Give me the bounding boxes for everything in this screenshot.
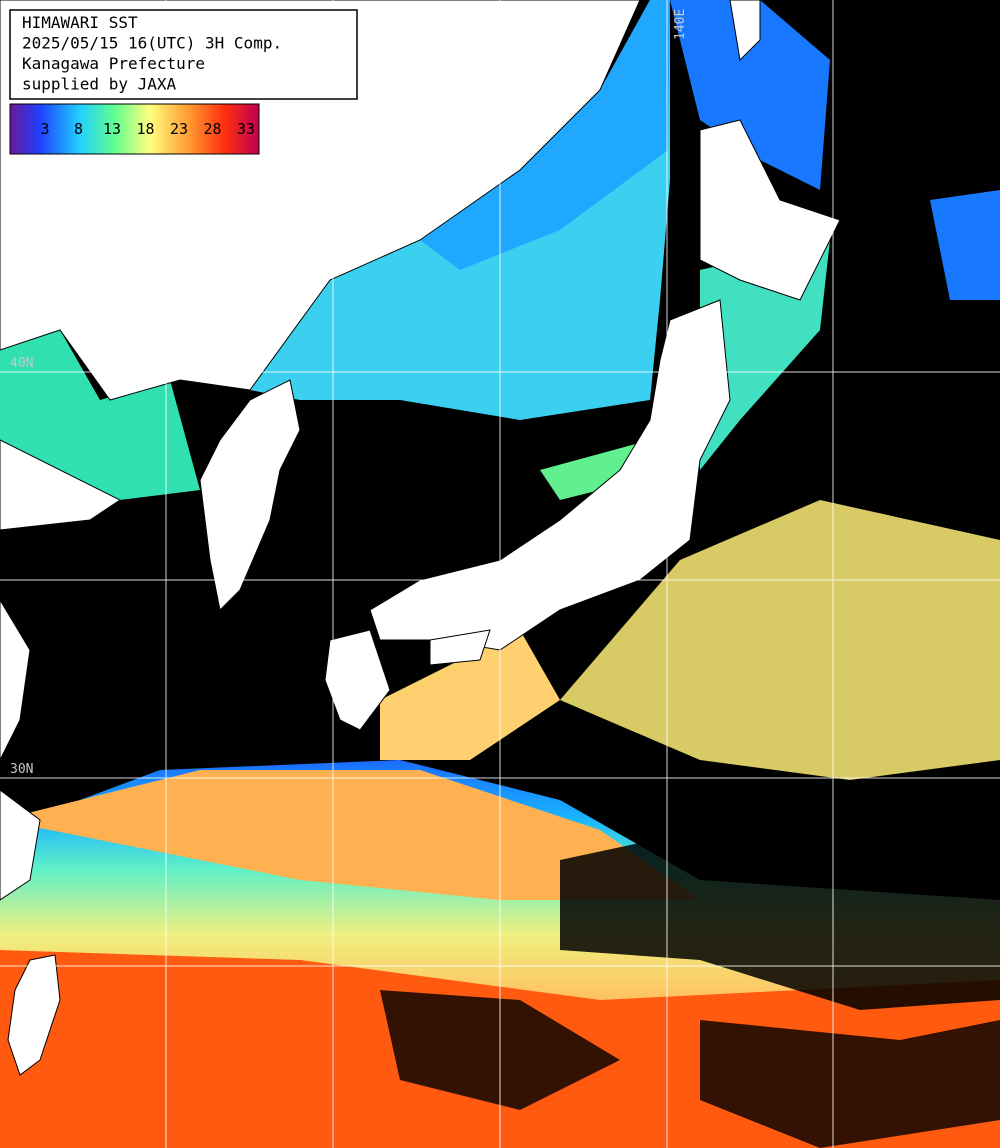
korea [199,379,301,612]
cold-water [420,0,670,270]
header-line: supplied by JAXA [22,75,176,94]
lat-label: 40N [10,356,33,371]
colorbar-label: 18 [136,120,154,138]
lon-label: 140E [673,9,688,40]
colorbar-label: 3 [40,120,49,138]
colorbar-labels: 3 8 13 18 23 28 33 [40,120,255,138]
land [0,0,841,1076]
noto [540,440,650,500]
header-line: 2025/05/15 16(UTC) 3H Comp. [22,34,282,53]
colorbar-label: 23 [170,120,188,138]
cloud [700,1020,1000,1148]
colorbar-label: 13 [103,120,121,138]
header-box [9,9,358,100]
kyushu [324,629,391,731]
kuroshio-extension [560,500,1000,780]
colorbar [9,103,260,155]
header: HIMAWARI SST 2025/05/15 16(UTC) 3H Comp.K… [22,13,282,94]
honshu [369,299,731,651]
header-line: Kanagawa Prefecture [22,54,205,73]
sakhalin [729,0,761,62]
china-coast [0,439,121,901]
east-china-sea [0,770,700,900]
sea-of-japan [250,0,670,420]
okhotsk [670,0,830,190]
north-pacific [930,190,1000,300]
cloud [560,830,1000,1010]
colorbar-label: 8 [74,120,83,138]
taiwan [7,954,61,1076]
colorbar-label: 28 [203,120,221,138]
shikoku [429,629,491,666]
lat-label: 30N [10,762,33,777]
continent-north [0,0,641,401]
hokkaido [699,119,841,301]
colorbar-label: 33 [237,120,255,138]
header-line: HIMAWARI SST [22,13,138,32]
shikoku-sea [380,630,560,760]
